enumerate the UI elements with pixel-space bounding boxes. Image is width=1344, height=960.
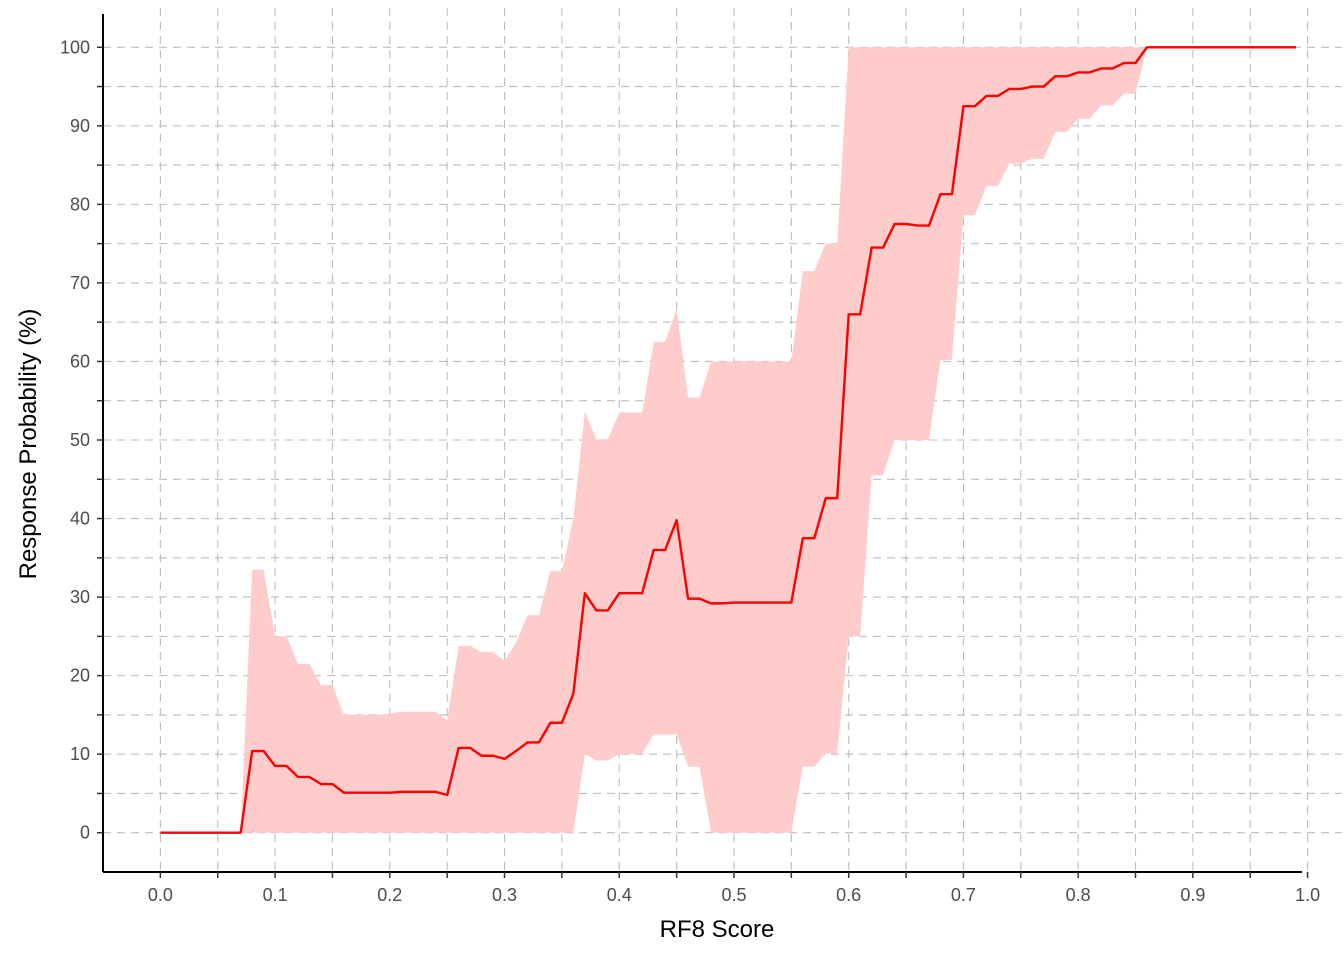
x-tick-label: 0.1: [263, 885, 288, 905]
y-tick-label: 100: [60, 37, 90, 57]
x-tick-label: 0.9: [1180, 885, 1205, 905]
x-tick-label: 0.8: [1066, 885, 1091, 905]
y-tick-label: 10: [70, 744, 90, 764]
confidence-band: [160, 47, 1297, 833]
y-axis-ticks: 0 10 20 30 40 50 60 70 80 90 100: [60, 37, 103, 843]
y-tick-label: 70: [70, 273, 90, 293]
y-tick-label: 50: [70, 430, 90, 450]
axes: [102, 14, 1302, 873]
y-tick-label: 60: [70, 351, 90, 371]
y-tick-label: 40: [70, 509, 90, 529]
x-tick-label: 0.3: [492, 885, 517, 905]
response-probability-line: [160, 46, 1297, 834]
y-tick-label: 80: [70, 194, 90, 214]
x-tick-label: 0.7: [951, 885, 976, 905]
x-tick-label: 0.4: [607, 885, 632, 905]
x-axis-title: RF8 Score: [660, 916, 775, 943]
y-tick-label: 0: [80, 823, 90, 843]
y-tick-label: 20: [70, 666, 90, 686]
x-tick-label: 0.6: [836, 885, 861, 905]
y-tick-label: 30: [70, 587, 90, 607]
x-tick-label: 0.2: [377, 885, 402, 905]
confidence-band-layer: [160, 47, 1297, 833]
y-tick-label: 90: [70, 116, 90, 136]
x-tick-label: 0.0: [148, 885, 173, 905]
y-axis-title: Response Probability (%): [15, 309, 42, 580]
x-axis-ticks: 0.0 0.1 0.2 0.3 0.4 0.5 0.6 0.7 0.8 0.9 1.0: [148, 872, 1320, 905]
x-tick-label: 0.5: [721, 885, 746, 905]
probability-line-layer: [160, 46, 1297, 834]
x-tick-label: 1.0: [1295, 885, 1320, 905]
